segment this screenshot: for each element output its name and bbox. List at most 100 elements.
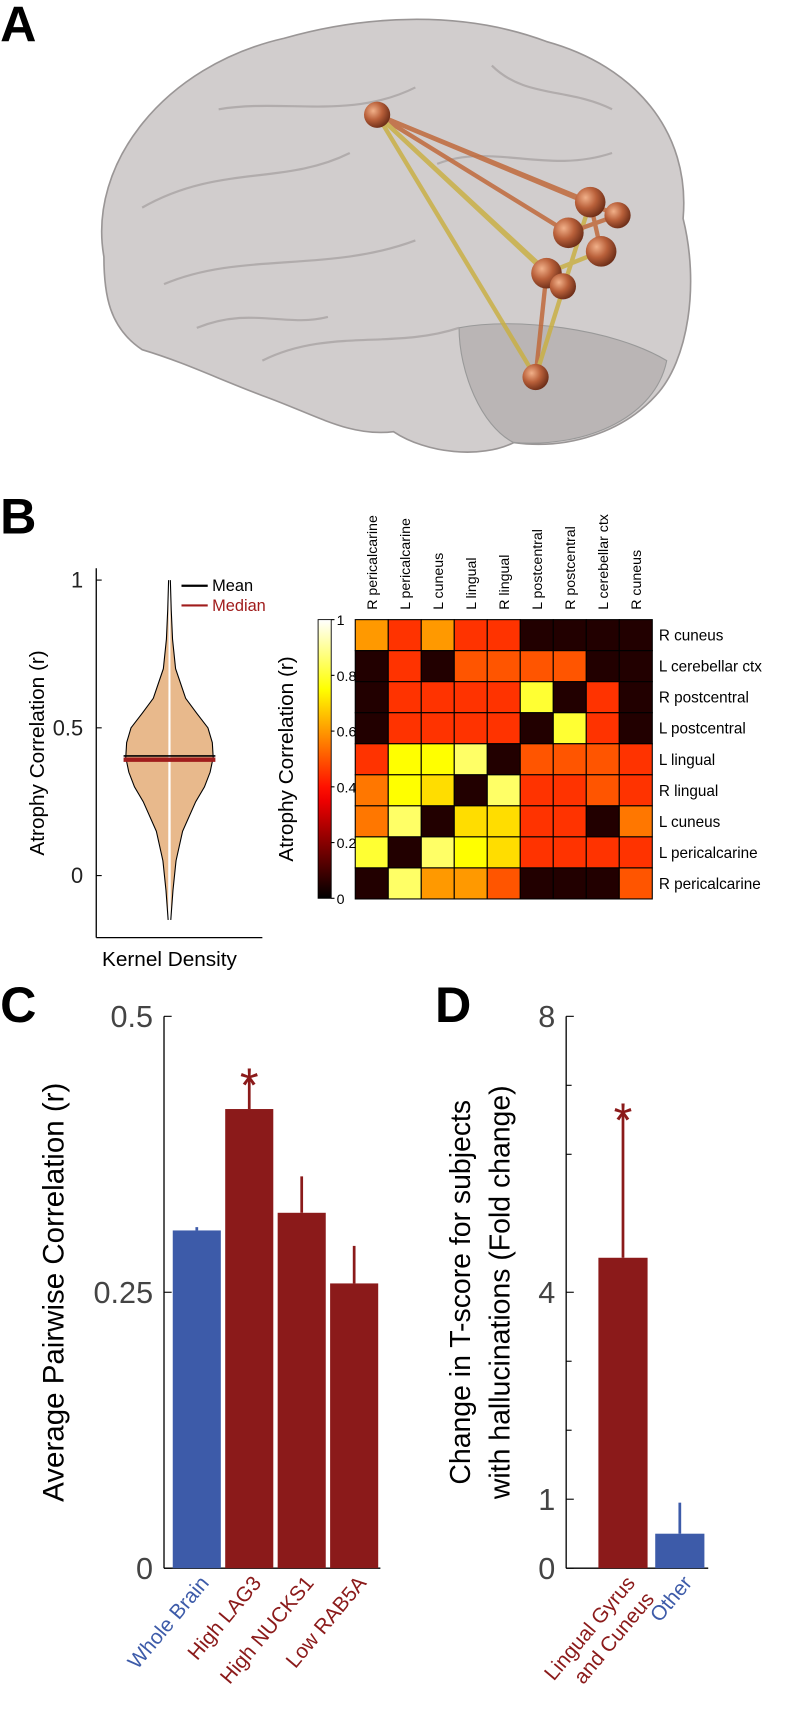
heatmap-cell xyxy=(453,650,488,683)
heatmap-cell xyxy=(585,712,620,745)
colorbar-tick-label: 0.4 xyxy=(337,780,357,796)
heatmap-cell xyxy=(387,619,422,652)
heatmap-cell xyxy=(354,805,389,838)
bar xyxy=(655,1533,705,1569)
y-axis-label: with hallucinations (Fold change) xyxy=(484,1085,516,1500)
heatmap-cell xyxy=(453,712,488,745)
heatmap-cell xyxy=(618,712,653,745)
heatmap-cell xyxy=(618,805,653,838)
heatmap-cell xyxy=(486,619,521,652)
bar xyxy=(330,1283,379,1569)
row-label: R pericalcarine xyxy=(659,876,761,893)
x-tick-label: High NUCKS1 xyxy=(216,1572,319,1688)
colorbar-label: Atrophy Correlation (r) xyxy=(275,656,298,861)
legend-label: Mean xyxy=(212,577,253,595)
heatmap-cell xyxy=(585,650,620,683)
heatmap-cell xyxy=(519,681,554,714)
column-label: L cerebellar ctx xyxy=(596,514,612,610)
bar xyxy=(277,1212,326,1569)
panel-label: B xyxy=(0,488,36,544)
heatmap-cell xyxy=(618,619,653,652)
heatmap-cell xyxy=(552,867,587,900)
heatmap-cell xyxy=(420,681,455,714)
heatmap-cell xyxy=(486,774,521,807)
heatmap-cell xyxy=(387,712,422,745)
heatmap-cell xyxy=(354,836,389,869)
y-tick-label: 0 xyxy=(136,1552,153,1586)
heatmap-cell xyxy=(420,805,455,838)
heatmap-cell xyxy=(552,712,587,745)
heatmap-cell xyxy=(354,681,389,714)
heatmap-cell xyxy=(486,650,521,683)
heatmap-cell xyxy=(453,681,488,714)
heatmap-cell xyxy=(618,650,653,683)
heatmap-cell xyxy=(519,743,554,776)
y-axis-label: Change in T-score for subjects xyxy=(445,1100,477,1485)
column-label: R cuneus xyxy=(629,550,645,610)
heatmap-cell xyxy=(585,774,620,807)
heatmap-cell xyxy=(552,619,587,652)
violin-body xyxy=(125,580,169,920)
heatmap-cell xyxy=(387,805,422,838)
heatmap-cell xyxy=(486,836,521,869)
violin-outline xyxy=(169,580,214,920)
y-tick-label: 0.5 xyxy=(53,715,83,740)
column-label: L lingual xyxy=(464,557,480,609)
heatmap-cell xyxy=(354,712,389,745)
heatmap-cell xyxy=(519,650,554,683)
heatmap-cell xyxy=(387,743,422,776)
bar xyxy=(598,1257,648,1569)
heatmap-cell xyxy=(354,774,389,807)
row-label: L postcentral xyxy=(659,721,746,738)
violin-body xyxy=(170,580,214,920)
y-tick-label: 0.5 xyxy=(111,1000,154,1034)
violin-outline xyxy=(125,580,170,920)
heatmap-cell xyxy=(519,867,554,900)
panel-label: D xyxy=(435,977,471,1033)
significance-marker: * xyxy=(614,1094,633,1148)
panel-label: C xyxy=(0,977,36,1033)
heatmap-cell xyxy=(387,650,422,683)
heatmap-cell xyxy=(387,836,422,869)
legend-label: Median xyxy=(212,597,266,615)
bar xyxy=(225,1109,274,1569)
row-label: L lingual xyxy=(659,752,715,769)
heatmap-cell xyxy=(486,681,521,714)
heatmap-cell xyxy=(552,681,587,714)
column-label: L pericalcarine xyxy=(398,518,414,610)
row-label: L cuneus xyxy=(659,814,721,831)
colorbar-tick-label: 1 xyxy=(337,613,345,629)
heatmap-cell xyxy=(453,774,488,807)
y-axis-label: Atrophy Correlation (r) xyxy=(26,650,49,855)
brain-render xyxy=(100,18,692,453)
heatmap-cell xyxy=(519,619,554,652)
row-label: R lingual xyxy=(659,783,718,800)
heatmap-cell xyxy=(420,650,455,683)
y-axis-label: Average Pairwise Correlation (r) xyxy=(37,1083,70,1502)
y-tick-label: 0 xyxy=(71,863,83,888)
heatmap-cell xyxy=(618,867,653,900)
heatmap-cell xyxy=(387,867,422,900)
row-label: L pericalcarine xyxy=(659,845,758,862)
heatmap-cell xyxy=(519,805,554,838)
heatmap-cell xyxy=(552,743,587,776)
heatmap-cell xyxy=(552,805,587,838)
heatmap-cell xyxy=(585,743,620,776)
heatmap-cell xyxy=(552,774,587,807)
heatmap-cell xyxy=(519,712,554,745)
y-tick-label: 1 xyxy=(71,568,83,593)
heatmap-cell xyxy=(453,867,488,900)
heatmap-cell xyxy=(420,774,455,807)
heatmap-cell xyxy=(552,650,587,683)
heatmap-cell xyxy=(585,867,620,900)
column-label: L cuneus xyxy=(431,553,447,610)
heatmap-cell xyxy=(453,805,488,838)
heatmap-cell xyxy=(585,805,620,838)
heatmap-cell xyxy=(585,836,620,869)
heatmap-cell xyxy=(618,836,653,869)
heatmap-cell xyxy=(354,650,389,683)
y-tick-label: 8 xyxy=(538,1000,555,1034)
heatmap-cell xyxy=(354,743,389,776)
